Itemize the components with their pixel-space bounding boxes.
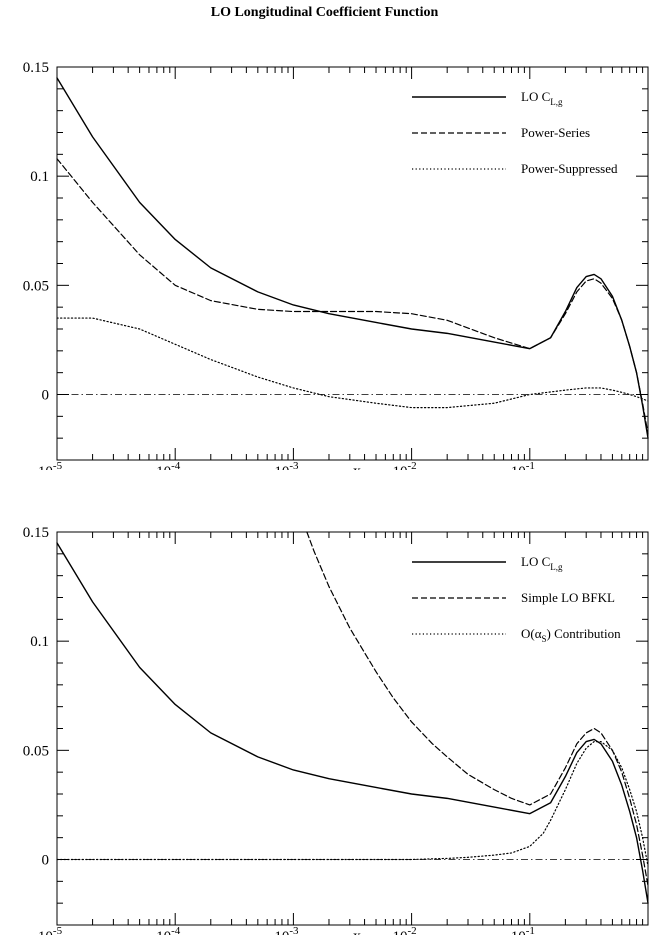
x-tick-label: 10-3 [274,460,299,470]
x-tick-exponent: -2 [408,925,417,935]
y-tick-label: 0.1 [30,169,49,185]
legend-label: Power-Series [521,125,590,140]
chart-top: 0.150.10.05010-510-410-310-210-1xLO CL,g… [23,60,649,470]
legend-subscript: S [542,634,547,644]
legend-subscript: L,g [550,562,563,572]
x-tick-label: 10-1 [511,925,535,935]
chart-bottom: 0.150.10.05010-510-410-310-210-1xLO CL,g… [23,525,649,935]
x-tick-base: 10 [38,464,53,470]
legend-text: LO C [521,554,550,569]
legend-text: LO C [521,89,550,104]
series-line-dotted [56,741,649,867]
y-tick-label: 0.15 [23,525,49,541]
x-tick-label: 10-4 [156,460,181,470]
legend-label: O(αS) Contribution [521,626,621,644]
y-tick-label: 0.15 [23,60,49,76]
series-line-dashed [306,531,649,887]
x-tick-label: 10-3 [274,925,299,935]
x-tick-label: 10-4 [156,925,181,935]
tick-marks [56,531,648,926]
x-tick-base: 10 [511,464,526,470]
x-tick-base: 10 [393,929,408,935]
x-tick-label: 10-5 [38,460,63,470]
tick-marks [56,66,648,461]
x-tick-base: 10 [38,929,53,935]
x-tick-exponent: -3 [289,460,299,470]
x-tick-label: 10-5 [38,925,63,935]
y-tick-label: 0.1 [30,634,49,650]
series-line-solid [56,542,649,904]
x-tick-exponent: -1 [526,460,535,470]
x-tick-label: 10-1 [511,460,535,470]
x-tick-base: 10 [156,929,171,935]
x-tick-exponent: -2 [408,460,417,470]
legend-text: Power-Suppressed [521,161,618,176]
x-axis-label: x [353,463,361,470]
series-line-dashed [56,158,649,435]
x-tick-exponent: -5 [53,925,63,935]
x-tick-exponent: -1 [526,925,535,935]
legend-text: O(α [521,626,542,641]
x-tick-base: 10 [274,464,289,470]
page-title: LO Longitudinal Coefficient Function [210,5,439,20]
y-tick-label: 0.05 [23,278,49,294]
legend-label: Power-Suppressed [521,161,618,176]
x-tick-exponent: -4 [171,925,181,935]
y-tick-label: 0 [42,388,50,404]
x-tick-exponent: -4 [171,460,181,470]
legend-label: LO CL,g [521,554,563,572]
legend-label: Simple LO BFKL [521,590,615,605]
x-tick-base: 10 [274,929,289,935]
x-tick-base: 10 [393,464,408,470]
legend-text: Simple LO BFKL [521,590,615,605]
x-tick-base: 10 [511,929,526,935]
legend-label: LO CL,g [521,89,563,107]
x-tick-exponent: -5 [53,460,63,470]
x-axis-label: x [353,928,361,935]
x-tick-exponent: -3 [289,925,299,935]
x-tick-label: 10-2 [393,925,417,935]
y-tick-label: 0.05 [23,743,49,759]
x-tick-label: 10-2 [393,460,417,470]
x-tick-base: 10 [156,464,171,470]
legend-subscript: L,g [550,97,563,107]
legend-text-tail: ) Contribution [547,626,622,641]
series-line-dotted [56,317,649,409]
legend-text: Power-Series [521,125,590,140]
y-tick-label: 0 [42,853,50,869]
